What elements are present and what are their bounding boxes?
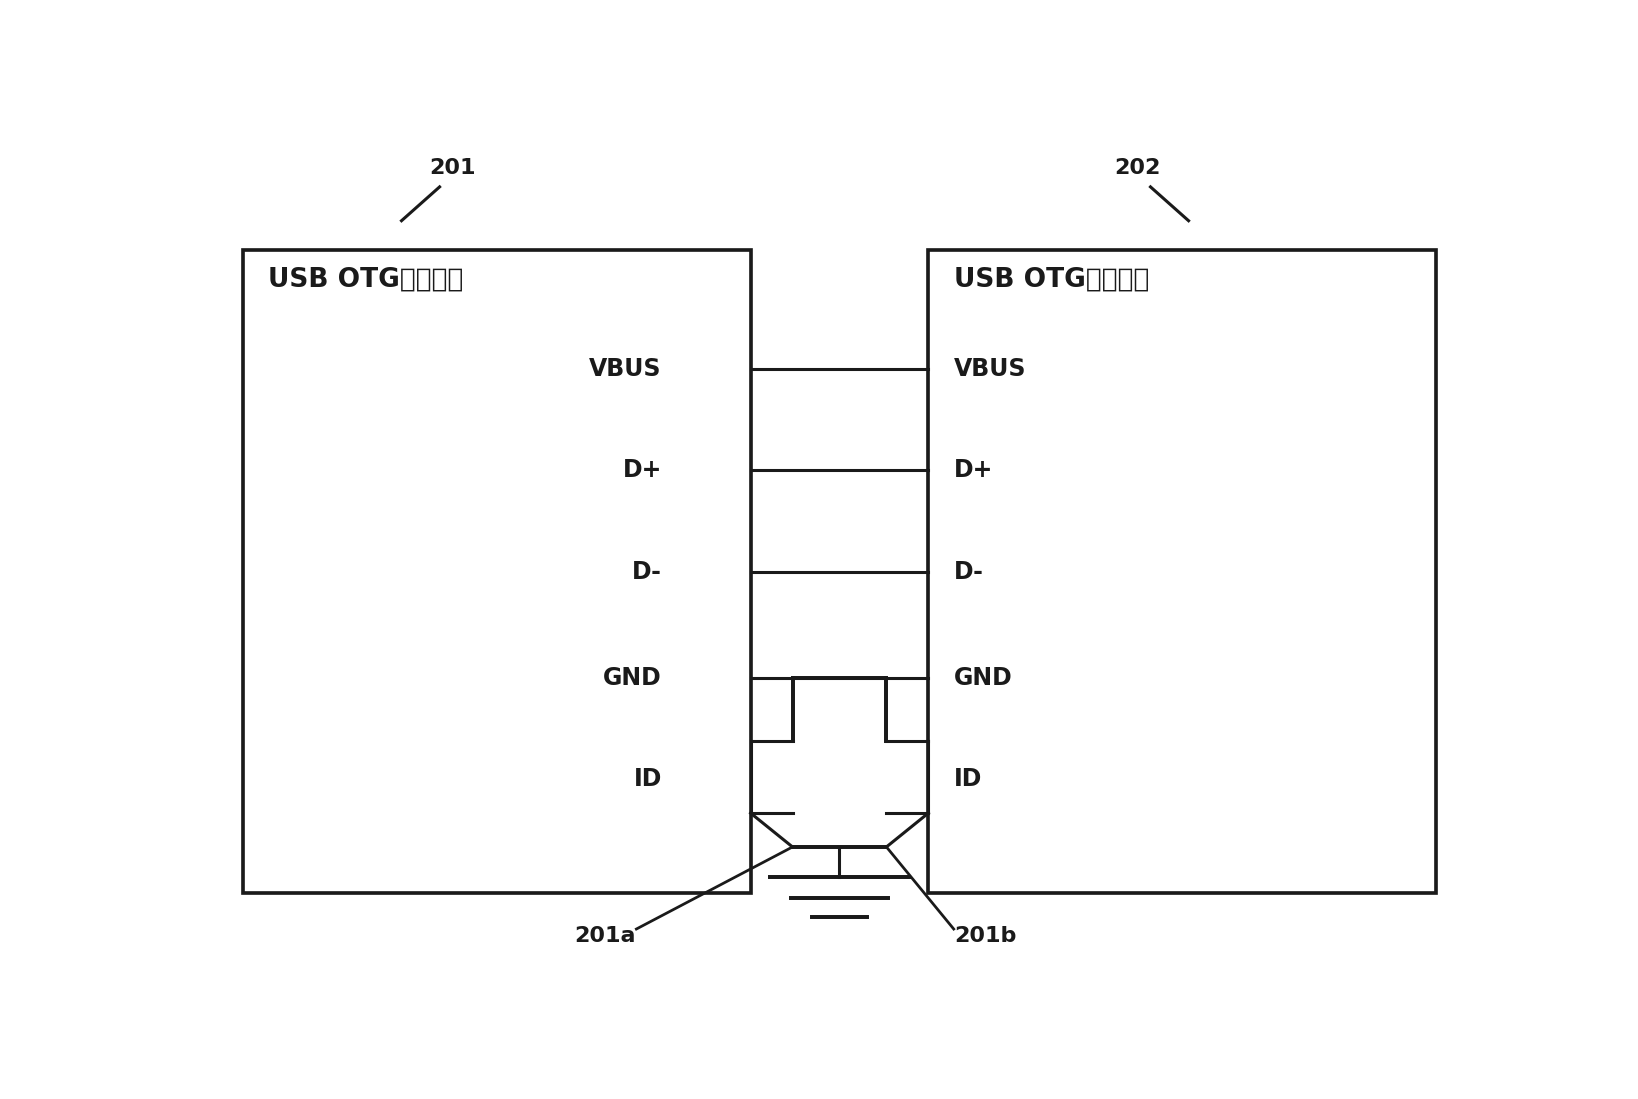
Text: D+: D+ xyxy=(953,458,993,482)
Text: USB OTG主机设备: USB OTG主机设备 xyxy=(269,267,464,293)
Text: ID: ID xyxy=(634,767,662,791)
Text: 201b: 201b xyxy=(955,926,1017,946)
Text: ID: ID xyxy=(953,767,983,791)
Text: D+: D+ xyxy=(622,458,662,482)
Text: D-: D- xyxy=(953,559,983,584)
Text: VBUS: VBUS xyxy=(953,357,1027,381)
Bar xyxy=(929,251,1437,893)
Text: 201: 201 xyxy=(429,158,475,178)
Text: D-: D- xyxy=(632,559,662,584)
Text: USB OTG周边设备: USB OTG周边设备 xyxy=(953,267,1150,293)
Text: VBUS: VBUS xyxy=(590,357,662,381)
Text: 201a: 201a xyxy=(573,926,636,946)
Text: GND: GND xyxy=(953,666,1012,690)
Text: 202: 202 xyxy=(1114,158,1161,178)
Text: GND: GND xyxy=(603,666,662,690)
Bar xyxy=(242,251,750,893)
